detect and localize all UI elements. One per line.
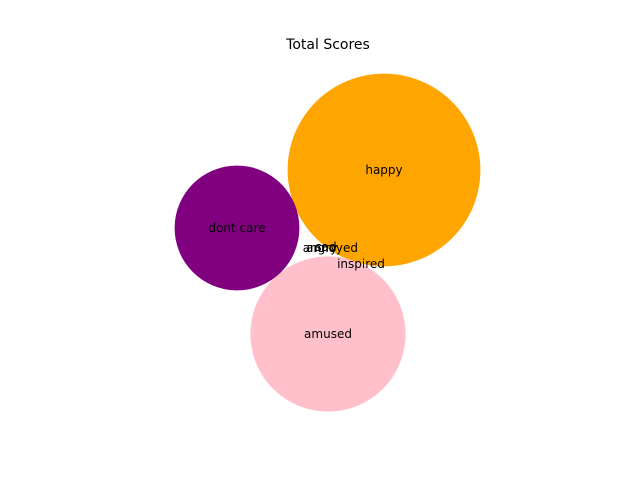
bubble-dont-care	[174, 165, 300, 291]
bubble-label-amused: amused	[304, 327, 352, 341]
bubbles-layer	[174, 73, 481, 412]
bubble-happy	[287, 73, 481, 267]
bubble-label-annoyed: annoyed	[306, 241, 358, 255]
bubble-label-inspired: inspired	[337, 257, 385, 271]
labels-layer: happy amused dont care angryannoyedsadinspi…	[208, 163, 402, 341]
bubble-label-angry: angry	[303, 241, 338, 255]
bubble-label-happy: happy	[365, 163, 402, 177]
bubble-label-dont-care: dont care	[208, 221, 265, 235]
bubble-label-sad: sad	[315, 240, 336, 254]
chart-title: Total Scores	[285, 37, 370, 53]
bubble-amused	[250, 256, 406, 412]
